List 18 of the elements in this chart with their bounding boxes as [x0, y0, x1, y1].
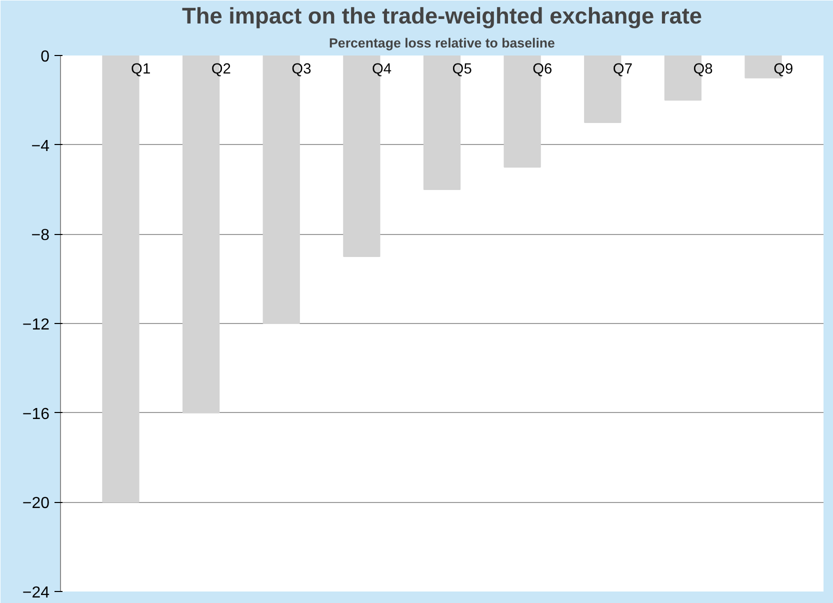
x-tick-label: Q3 [292, 62, 312, 78]
y-tick-label: 0 [40, 48, 50, 66]
x-tick-label: Q4 [372, 62, 392, 78]
chart-subtitle: Percentage loss relative to baseline [329, 36, 555, 50]
x-tick-label: Q2 [211, 62, 231, 78]
x-tick-label: Q5 [452, 62, 472, 78]
y-tick-label: −20 [22, 495, 50, 512]
y-tick-label: −12 [22, 316, 50, 334]
x-tick-label: Q9 [774, 62, 794, 78]
y-tick-label: −16 [22, 406, 50, 423]
y-tick-label: −8 [31, 227, 50, 244]
x-tick-label: Q1 [131, 62, 151, 78]
chart-title: The impact on the trade-weighted exchange rate [182, 2, 702, 28]
x-tick-label: Q8 [693, 62, 713, 78]
y-tick-label: −24 [22, 584, 50, 602]
x-tick-label: Q7 [612, 62, 632, 78]
x-tick-label: Q6 [532, 62, 552, 78]
y-tick-label: −4 [31, 138, 50, 155]
